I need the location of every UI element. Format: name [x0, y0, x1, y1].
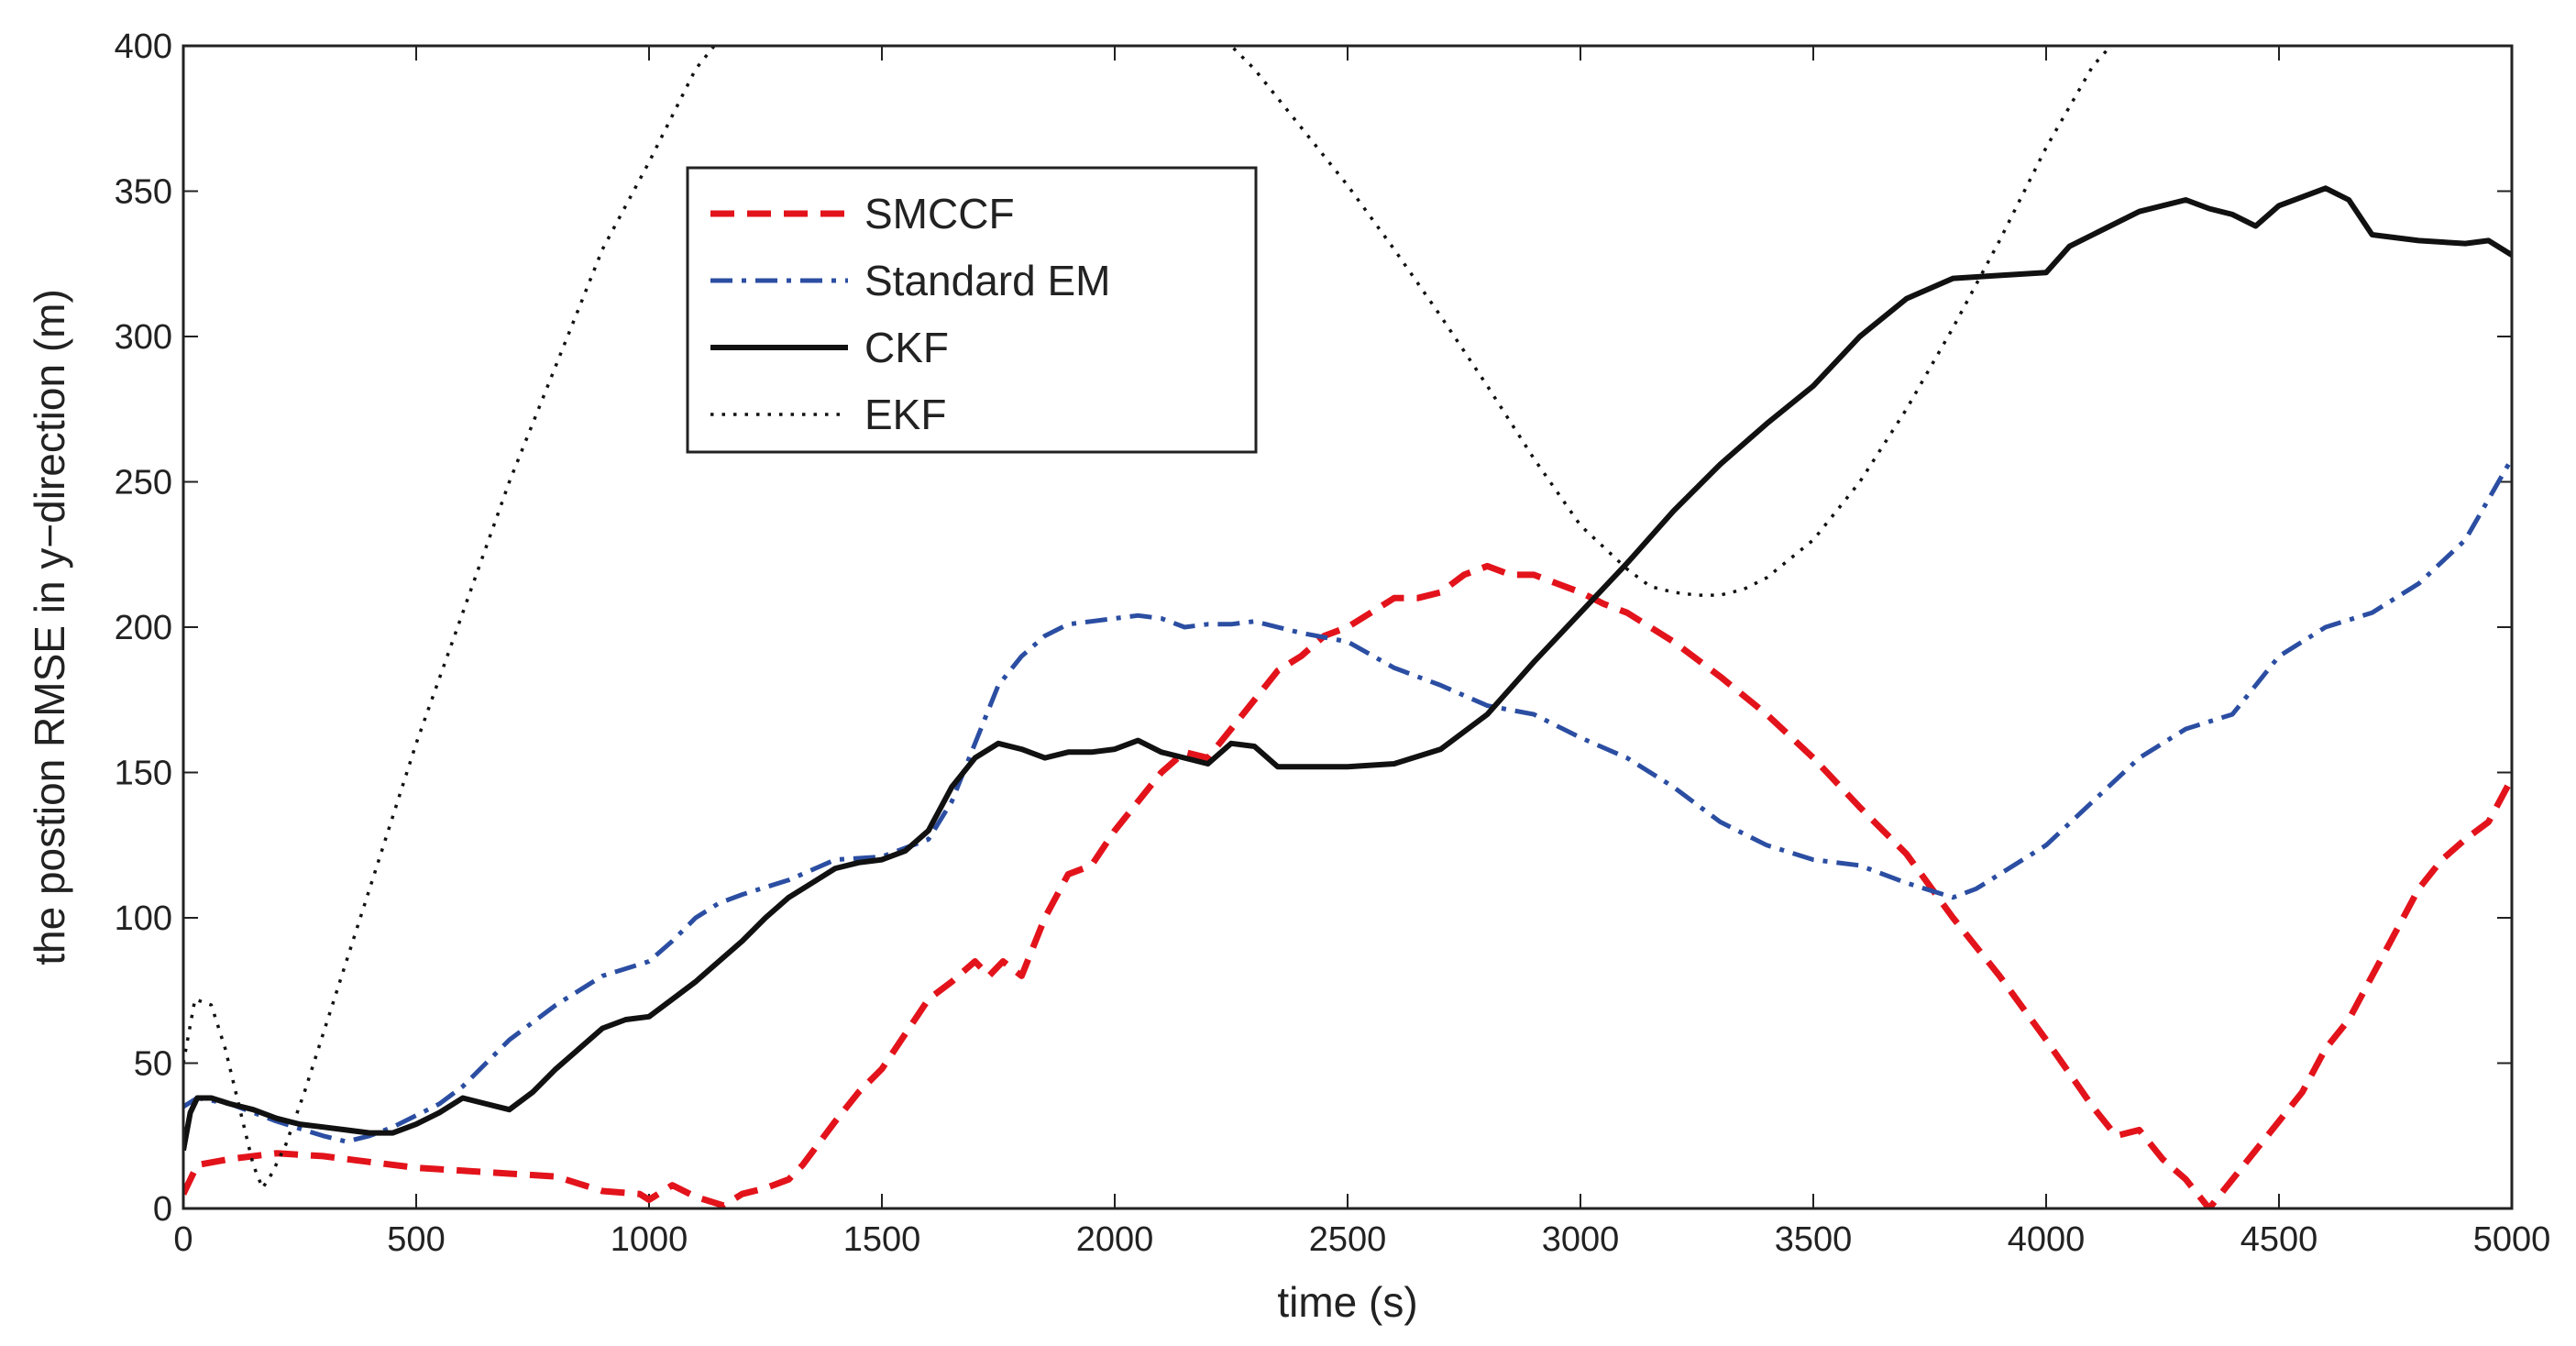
legend-label-smccf: SMCCF: [864, 190, 1015, 237]
legend-label-standard-em: Standard EM: [864, 257, 1110, 304]
y-tick-label: 0: [153, 1190, 172, 1229]
y-tick-label: 50: [134, 1045, 172, 1084]
x-axis-title: time (s): [1277, 1278, 1417, 1326]
x-tick-label: 3000: [1542, 1220, 1620, 1259]
legend-label-ekf: EKF: [864, 391, 946, 438]
x-tick-label: 2500: [1309, 1220, 1387, 1259]
series-line-ckf: [183, 185, 2512, 1152]
plot-frame: [182, 44, 2514, 1210]
x-tick-label: 2000: [1076, 1220, 1154, 1259]
series-line-standard-em: [183, 457, 2512, 1144]
x-tick-label: 3500: [1775, 1220, 1853, 1259]
series-line-smccf: [183, 562, 2512, 1208]
x-tick-label: 4500: [2240, 1220, 2318, 1259]
x-tick-label: 1000: [611, 1220, 688, 1259]
y-tick-label: 350: [115, 173, 172, 212]
x-tick-label: 5000: [2473, 1220, 2551, 1259]
x-tick-label: 500: [387, 1220, 445, 1259]
x-tick-label: 1500: [843, 1220, 921, 1259]
x-tick-label: 4000: [2008, 1220, 2086, 1259]
series-line-ekf: [183, 46, 2113, 1190]
y-tick-label: 300: [115, 318, 172, 357]
y-axis-title: the postion RMSE in y−direction (m): [26, 289, 73, 965]
y-tick-label: 400: [115, 28, 172, 66]
y-tick-label: 150: [115, 755, 172, 793]
y-tick-label: 100: [115, 899, 172, 938]
y-tick-label: 250: [115, 464, 172, 502]
x-tick-label: 0: [173, 1220, 193, 1259]
legend-box: [686, 166, 1258, 454]
legend-label-ckf: CKF: [864, 324, 949, 371]
y-tick-label: 200: [115, 609, 172, 647]
legend: SMCCF Standard EM CKF EKF: [686, 166, 1258, 454]
